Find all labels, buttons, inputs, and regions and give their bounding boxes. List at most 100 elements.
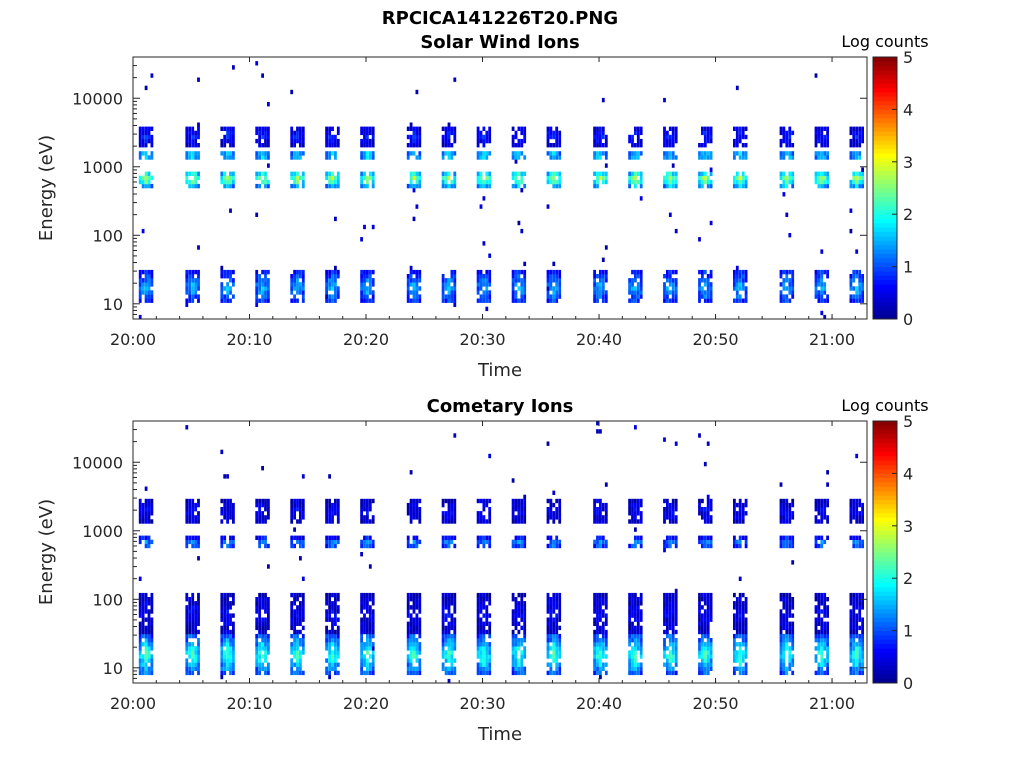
- spectrogram-cell: [596, 511, 599, 516]
- spectrogram-cell: [733, 498, 736, 504]
- spectrogram-cell: [514, 539, 518, 545]
- spectrogram-cell: [150, 294, 154, 299]
- spectrogram-cell: [791, 670, 795, 676]
- spectrogram-cell: [735, 642, 739, 647]
- spectrogram-cell: [706, 494, 710, 500]
- spectrogram-cell: [223, 642, 227, 647]
- spectrogram-cell: [855, 134, 859, 140]
- spectrogram-cell: [552, 171, 556, 176]
- spectrogram-cell: [485, 286, 489, 291]
- spectrogram-cell: [197, 155, 200, 160]
- spectrogram-cell: [261, 290, 264, 295]
- spectrogram-cell: [517, 666, 521, 671]
- spectrogram-cell: [360, 605, 363, 610]
- colorbar-segment: [873, 503, 897, 509]
- spectrogram-cell: [698, 282, 701, 287]
- spectrogram-cell: [858, 130, 862, 136]
- colorbar-segment: [873, 442, 897, 448]
- spectrogram-cell: [197, 130, 200, 136]
- spectrogram-cell: [229, 143, 232, 148]
- spectrogram-cell: [366, 269, 369, 275]
- spectrogram-cell: [371, 642, 375, 647]
- spectrogram-cell: [264, 126, 267, 131]
- spectrogram-cell: [599, 151, 602, 156]
- x-ticks-cometary: 20:00 20:10 20:20 20:30 20:40 20:50 21:00: [110, 421, 856, 713]
- spectrogram-cell: [197, 134, 200, 140]
- colorbar-segment: [873, 438, 897, 444]
- spectrogram-cell: [546, 286, 550, 291]
- spectrogram-cell: [264, 294, 267, 299]
- panel-solar-wind: Solar Wind Ions 20:00 20:10 20:20 20:30 20:4…: [36, 32, 929, 381]
- colorbar-segment: [873, 460, 897, 466]
- colorbar-segment: [873, 639, 897, 645]
- spectrogram-cell: [523, 502, 527, 508]
- spectrogram-cell: [604, 605, 608, 610]
- spectrogram-cell: [782, 269, 786, 275]
- spectrogram-cell: [299, 290, 302, 295]
- colorbar-segment: [873, 486, 897, 492]
- spectrogram-cell: [331, 515, 334, 520]
- spectrogram-cell: [636, 507, 640, 512]
- spectrogram-cell: [639, 654, 643, 659]
- spectrogram-cell: [409, 134, 413, 140]
- spectrogram-cell: [363, 592, 366, 598]
- spectrogram-cell: [601, 621, 605, 626]
- spectrogram-cell: [599, 658, 602, 663]
- spectrogram-cell: [479, 171, 483, 176]
- spectrogram-cell: [229, 642, 232, 647]
- spectrogram-cell: [138, 633, 142, 639]
- spectrogram-cell: [558, 274, 562, 279]
- spectrogram-cell: [191, 130, 195, 136]
- spectrogram-cell: [232, 646, 235, 651]
- spectrogram-cell: [517, 515, 521, 520]
- spectrogram-cell: [232, 126, 235, 131]
- spectrogram-cell: [634, 171, 637, 176]
- spectrogram-cell: [549, 294, 553, 299]
- spectrogram-cell: [735, 290, 739, 295]
- spectrogram-cell: [663, 646, 666, 651]
- spectrogram-cell: [368, 564, 372, 569]
- spectrogram-cell: [363, 498, 366, 504]
- spectrogram-cell: [197, 613, 200, 618]
- colorbar-segment: [873, 421, 897, 426]
- spectrogram-cell: [628, 642, 631, 647]
- spectrogram-cell: [194, 179, 197, 185]
- spectrogram-cell: [636, 502, 640, 508]
- spectrogram-cell: [406, 298, 410, 303]
- spectrogram-cell: [709, 617, 713, 622]
- spectrogram-cell: [604, 507, 608, 512]
- spectrogram-cell: [360, 552, 363, 557]
- spectrogram-cell: [444, 282, 448, 287]
- spectrogram-cell: [671, 294, 675, 299]
- spectrogram-cell: [785, 642, 789, 647]
- spectrogram-cell: [546, 278, 550, 283]
- spectrogram-cell: [267, 646, 270, 651]
- spectrogram-cell: [706, 502, 710, 508]
- spectrogram-cell: [634, 151, 637, 156]
- spectrogram-cell: [226, 290, 229, 295]
- spectrogram-cell: [223, 605, 227, 610]
- spectrogram-cell: [194, 617, 197, 622]
- spectrogram-cell: [293, 175, 296, 181]
- spectrogram-cell: [258, 183, 261, 189]
- spectrogram-cell: [479, 286, 483, 291]
- spectrogram-cell: [636, 274, 640, 279]
- spectrogram-cell: [628, 498, 631, 504]
- spectrogram-cell: [814, 134, 818, 140]
- spectrogram-cell: [604, 621, 608, 626]
- spectrogram-cell: [368, 654, 372, 659]
- spectrogram-cell: [444, 613, 448, 618]
- spectrogram-cell: [639, 196, 643, 201]
- spectrogram-cell: [229, 613, 232, 618]
- spectrogram-cell: [185, 425, 189, 430]
- spectrogram-cell: [226, 658, 229, 663]
- spectrogram-cell: [185, 502, 189, 508]
- spectrogram-cell: [150, 629, 154, 635]
- spectrogram-cell: [325, 183, 328, 189]
- spectrogram-cell: [558, 670, 562, 676]
- spectrogram-cell: [144, 543, 148, 549]
- spectrogram-cell: [261, 282, 264, 287]
- spectrogram-cell: [782, 670, 786, 676]
- colorbar-segment: [873, 560, 897, 566]
- spectrogram-cell: [325, 625, 328, 631]
